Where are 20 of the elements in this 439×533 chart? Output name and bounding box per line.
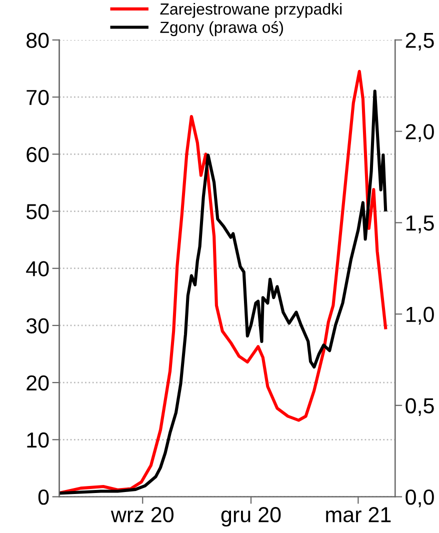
legend-label: Zarejestrowane przypadki xyxy=(160,2,342,18)
y-tick-label: 10 xyxy=(27,432,49,448)
y2-tick-label: 0,5 xyxy=(406,398,434,416)
y-tick-label: 60 xyxy=(26,146,49,162)
y2-tick-label: 2,0 xyxy=(406,124,434,142)
x-tick-label: gru 20 xyxy=(221,507,281,527)
y-tick-label: 0 xyxy=(38,490,49,505)
x-tick-label: wrz 20 xyxy=(110,507,174,522)
y-tick-label: 70 xyxy=(26,90,49,106)
y2-tick-label: 0,0 xyxy=(406,490,434,508)
y2-tick-label: 1,0 xyxy=(406,306,434,325)
x-tick-label: mar 21 xyxy=(326,507,391,522)
y2-tick-label: 2,5 xyxy=(406,32,434,51)
legend-label: Zgony (prawa oś) xyxy=(160,21,283,36)
y-tick-label: 40 xyxy=(26,261,49,276)
y2-tick-label: 1,5 xyxy=(406,216,434,234)
y-tick-label: 50 xyxy=(26,204,49,220)
y-tick-label: 80 xyxy=(26,32,49,48)
y-tick-label: 20 xyxy=(26,375,49,391)
y-tick-label: 30 xyxy=(26,318,49,334)
